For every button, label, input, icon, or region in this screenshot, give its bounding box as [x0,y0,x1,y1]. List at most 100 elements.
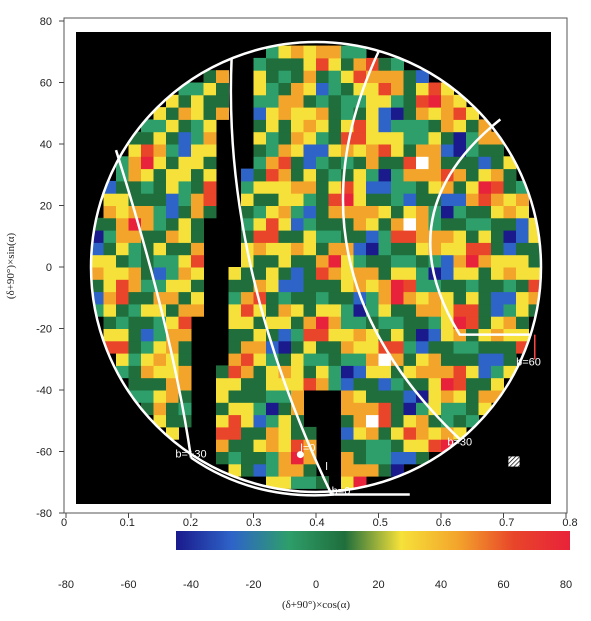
heatmap-cell [441,340,454,354]
heatmap-cell [428,156,442,170]
heatmap-cell [478,279,492,293]
heatmap-cell [416,119,429,133]
heatmap-cell [478,377,492,391]
heatmap-cell [116,340,129,354]
heatmap-cell [266,303,279,317]
heatmap-cell [491,377,504,391]
heatmap-cell [478,242,492,256]
map-boundary-circle [89,40,543,494]
heatmap-cell [141,377,154,391]
heatmap-cell [303,230,317,243]
heatmap-cell [128,230,142,243]
x-tick-label: 60 [497,579,509,591]
heatmap-cell [366,180,379,194]
heatmap-cell [391,426,404,440]
heatmap-cell [403,426,417,440]
heatmap-cell [378,82,392,96]
heatmap-cell [478,291,492,305]
heatmap-cell [403,242,417,256]
heatmap-cell [103,291,117,305]
heatmap-cell [266,414,279,428]
heatmap-cell [191,180,204,194]
heatmap-cell [241,414,254,428]
heatmap-cell [216,451,229,465]
heatmap-cell [453,180,467,194]
heatmap-cell [441,365,454,379]
heatmap-cell [228,316,242,329]
heatmap-cell [403,217,417,231]
heatmap-cell [278,426,292,440]
heatmap-cell [316,328,329,342]
heatmap-cell [516,303,529,317]
heatmap-cell [453,402,467,416]
heatmap-cell [366,205,379,219]
heatmap-cell [278,205,292,219]
latitude-line-b-0 [229,57,333,496]
heatmap-cell [253,402,267,416]
heatmap-cell [153,402,167,416]
heatmap-cell [353,45,367,59]
colorbar-tick-label: 0.6 [436,517,451,529]
heatmap-cell [466,267,479,280]
colorbar [176,531,570,550]
heatmap-cell [141,316,154,329]
heatmap-cell [266,242,279,256]
heatmap-cell [191,94,204,108]
heatmap-cell [391,291,404,305]
heatmap-cell [153,107,167,120]
heatmap-cell [291,267,304,280]
heatmap-cell [241,291,254,305]
heatmap-cell [228,340,242,354]
heatmap-cell [128,156,142,170]
heatmap-cell [453,390,467,403]
heatmap-cell [366,426,379,440]
heatmap-cell [353,267,367,280]
heatmap-cell [366,107,379,120]
coordinate-lines [89,40,543,497]
heatmap-cell [528,254,541,268]
heatmap-cell [453,377,467,391]
heatmap-cell [278,291,292,305]
heatmap-cell [416,365,429,379]
heatmap-cell [191,107,204,120]
heatmap-cell [278,168,292,182]
heatmap-cell [503,291,517,305]
heatmap-cell [216,402,229,416]
heatmap-cell [428,365,442,379]
heatmap-cell [516,217,529,231]
heatmap-cell [466,168,479,182]
heatmap-cell [341,156,354,170]
heatmap-cell [191,205,204,219]
heatmap-cell [253,451,267,465]
heatmap-cell [366,217,379,231]
heatmap-cell [116,328,129,342]
heatmap-cell [153,156,167,170]
heatmap-cell [328,70,342,83]
heatmap-cell [416,340,429,354]
heatmap-cell [453,107,467,120]
heatmap-cell [391,402,404,416]
heatmap-cell [466,156,479,170]
heatmap-cell [191,279,204,293]
heatmap-cell [353,144,367,157]
heatmap-cell [203,119,217,133]
heatmap-cell [278,267,292,280]
heatmap-cell [278,156,292,170]
heatmap-cell [278,439,292,452]
heatmap-cell [328,57,342,71]
heatmap-cell [478,254,492,268]
heatmap-cell [366,267,379,280]
heatmap-cell [378,353,392,366]
heatmap-cell [216,107,229,120]
heatmap-cell [291,316,304,329]
heatmap-cell [116,242,129,256]
heatmap-cell [353,402,367,416]
heatmap-cell [103,279,117,293]
colorbar-tick-label: 0.8 [562,517,577,529]
heatmap-cell [403,439,417,452]
heatmap-cell [378,217,392,231]
heatmap-cell [191,193,204,206]
heatmap-cell [303,45,317,59]
heatmap-cell [228,353,242,366]
